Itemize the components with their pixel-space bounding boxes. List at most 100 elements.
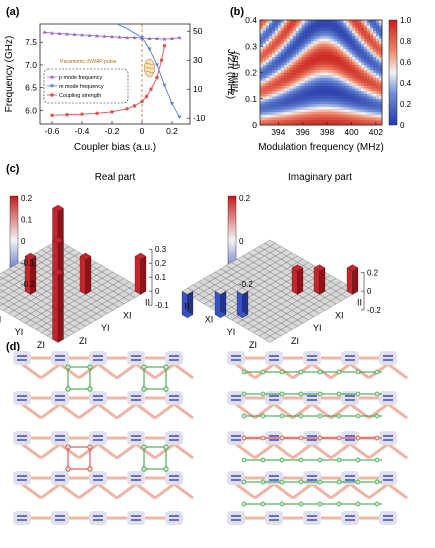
- heat-cell: [316, 93, 320, 97]
- heat-cell: [352, 25, 356, 29]
- heat-cell: [328, 67, 332, 71]
- heat-cell: [364, 96, 368, 100]
- heat-cell: [346, 111, 350, 115]
- heat-cell: [280, 51, 285, 55]
- heat-cell: [376, 27, 380, 31]
- coupler: [368, 482, 389, 500]
- heat-cell: [271, 83, 276, 86]
- path-node: [241, 501, 247, 507]
- heat-cell: [274, 98, 279, 102]
- plaquette-node: [87, 444, 93, 450]
- heat-cell: [304, 56, 308, 60]
- heat-cell: [346, 48, 350, 52]
- qubit-pad: [227, 511, 245, 525]
- heat-cell: [271, 75, 276, 79]
- qubit-bar: [93, 359, 103, 361]
- path-node: [298, 435, 304, 441]
- heatmap: [260, 20, 383, 126]
- heat-cell: [364, 106, 368, 110]
- heat-cell: [367, 43, 371, 47]
- bar-top: [52, 204, 64, 212]
- coupler: [173, 442, 194, 460]
- heat-cell: [295, 75, 299, 79]
- heat-cell: [298, 62, 302, 65]
- heat-cell: [274, 64, 279, 68]
- heat-cell: [379, 72, 383, 76]
- heat-cell: [379, 38, 383, 42]
- heat-cell: [361, 122, 365, 126]
- heat-cell: [364, 88, 368, 92]
- heat-cell: [280, 69, 285, 73]
- a-xtick-label: -0.6: [45, 126, 60, 136]
- qubit-bar: [231, 399, 241, 401]
- heat-cell: [331, 20, 335, 23]
- heat-cell: [319, 33, 323, 37]
- heat-cell: [346, 33, 350, 37]
- heat-cell: [349, 114, 353, 118]
- heat-cell: [331, 72, 335, 76]
- heat-cell: [298, 51, 302, 55]
- heat-cell: [274, 101, 279, 105]
- bar-top: [346, 264, 359, 272]
- col-axis-label: ZI: [79, 336, 87, 346]
- heat-cell: [268, 27, 273, 31]
- heat-cell: [286, 46, 291, 50]
- heat-cell: [301, 30, 305, 34]
- heat-cell: [310, 25, 314, 29]
- heat-cell: [379, 62, 383, 65]
- heat-cell: [295, 93, 299, 97]
- heat-cell: [319, 117, 323, 121]
- heat-cell: [304, 119, 308, 123]
- heat-cell: [331, 48, 335, 52]
- qubit-bar: [93, 435, 103, 437]
- heat-cell: [346, 109, 350, 113]
- heat-cell: [364, 69, 368, 73]
- heat-cell: [376, 69, 380, 73]
- coupler: [78, 362, 99, 380]
- heat-cell: [361, 30, 365, 34]
- heat-cell: [328, 72, 332, 76]
- heat-cell: [307, 93, 311, 97]
- heat-cell: [280, 43, 285, 47]
- b-cbar-tick-label: 0.2: [400, 100, 412, 109]
- qubit-bar: [383, 515, 393, 517]
- heat-cell: [322, 101, 326, 105]
- heat-cell: [310, 77, 314, 81]
- heat-cell: [367, 62, 371, 65]
- heat-cell: [349, 122, 353, 126]
- path-node: [355, 369, 361, 375]
- heat-cell: [286, 33, 291, 37]
- heat-cell: [322, 67, 326, 71]
- heat-cell: [277, 90, 282, 94]
- heat-cell: [260, 67, 264, 71]
- qubit-bar: [231, 355, 241, 357]
- qubit-pad: [341, 351, 359, 365]
- heat-cell: [331, 30, 335, 34]
- heat-cell: [322, 51, 326, 55]
- heat-cell: [361, 62, 365, 65]
- heat-cell: [295, 90, 299, 94]
- heat-cell: [319, 64, 323, 68]
- heat-cell: [271, 22, 276, 26]
- path-node: [317, 369, 323, 375]
- heat-cell: [334, 69, 338, 73]
- heat-cell: [262, 27, 267, 31]
- heat-cell: [289, 101, 294, 105]
- heat-cell: [355, 43, 359, 47]
- heat-cell: [274, 59, 279, 63]
- heat-cell: [349, 46, 353, 50]
- heat-cell: [295, 64, 299, 68]
- heat-cell: [310, 109, 314, 113]
- heat-cell: [286, 104, 291, 107]
- heat-cell: [319, 30, 323, 34]
- heat-cell: [289, 30, 294, 34]
- heat-cell: [301, 51, 305, 55]
- heat-cell: [319, 41, 323, 44]
- heat-cell: [325, 20, 329, 23]
- heat-cell: [331, 38, 335, 42]
- heat-cell: [260, 20, 264, 23]
- heat-cell: [334, 88, 338, 92]
- qubit-pad: [13, 471, 31, 485]
- heat-cell: [361, 46, 365, 50]
- col-axis-label: YI: [313, 323, 322, 333]
